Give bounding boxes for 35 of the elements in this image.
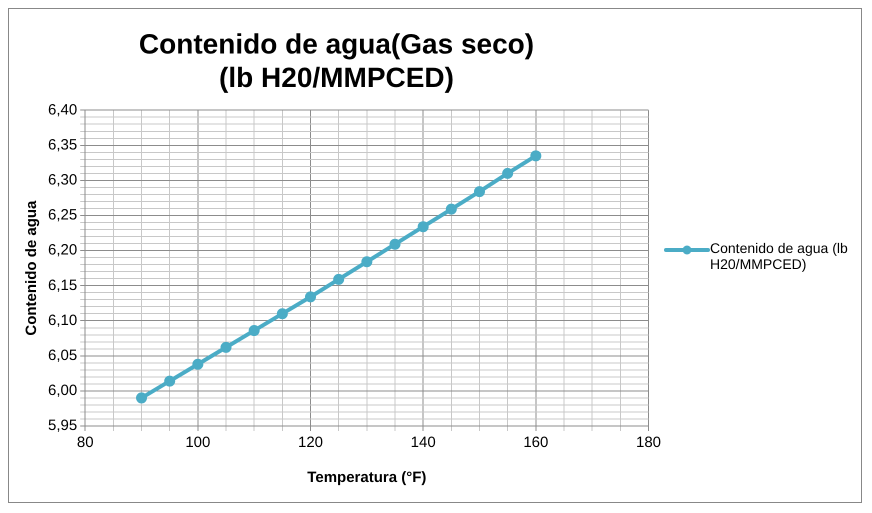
x-tick-label: 140: [410, 434, 436, 451]
point: [530, 150, 542, 161]
point: [248, 324, 260, 336]
point: [361, 256, 372, 267]
x-tick-label: 80: [76, 434, 94, 451]
x-tick-label: 160: [523, 434, 548, 451]
point: [502, 167, 514, 178]
point: [136, 392, 148, 403]
y-tick-label: 6,20: [48, 241, 78, 258]
point: [276, 308, 288, 319]
x-tick-label: 180: [636, 434, 661, 451]
point: [390, 238, 401, 250]
chart-title: Contenido de agua(Gas seco) (lb H20/MMPCED): [138, 28, 534, 93]
x-axis-title: Temperatura (°F): [307, 468, 426, 486]
x-tick-label: 100: [185, 434, 210, 451]
point: [192, 358, 204, 370]
y-tick-label: 6,25: [48, 206, 78, 224]
y-tick-label: 6,05: [48, 346, 78, 364]
y-tick-label: 6,30: [48, 171, 78, 188]
y-tick-label: 6,35: [48, 136, 78, 153]
y-tick-label: 5,95: [48, 416, 78, 434]
point: [446, 203, 457, 214]
y-tick-label: 6,15: [48, 276, 78, 294]
legend-label: Contenido de agua (lb H20/MMPCED): [710, 240, 849, 272]
x-tick-label: 120: [298, 434, 324, 451]
y-tick-label: 6,10: [48, 311, 78, 328]
y-tick-label: 6,00: [48, 382, 78, 399]
y-axis-title: Contenido de agua: [23, 199, 40, 336]
point: [333, 273, 344, 284]
y-tick-label: 6,40: [48, 100, 78, 118]
point: [418, 220, 429, 232]
point: [220, 341, 232, 352]
point: [164, 375, 176, 386]
point: [305, 290, 316, 302]
point: [474, 186, 485, 197]
